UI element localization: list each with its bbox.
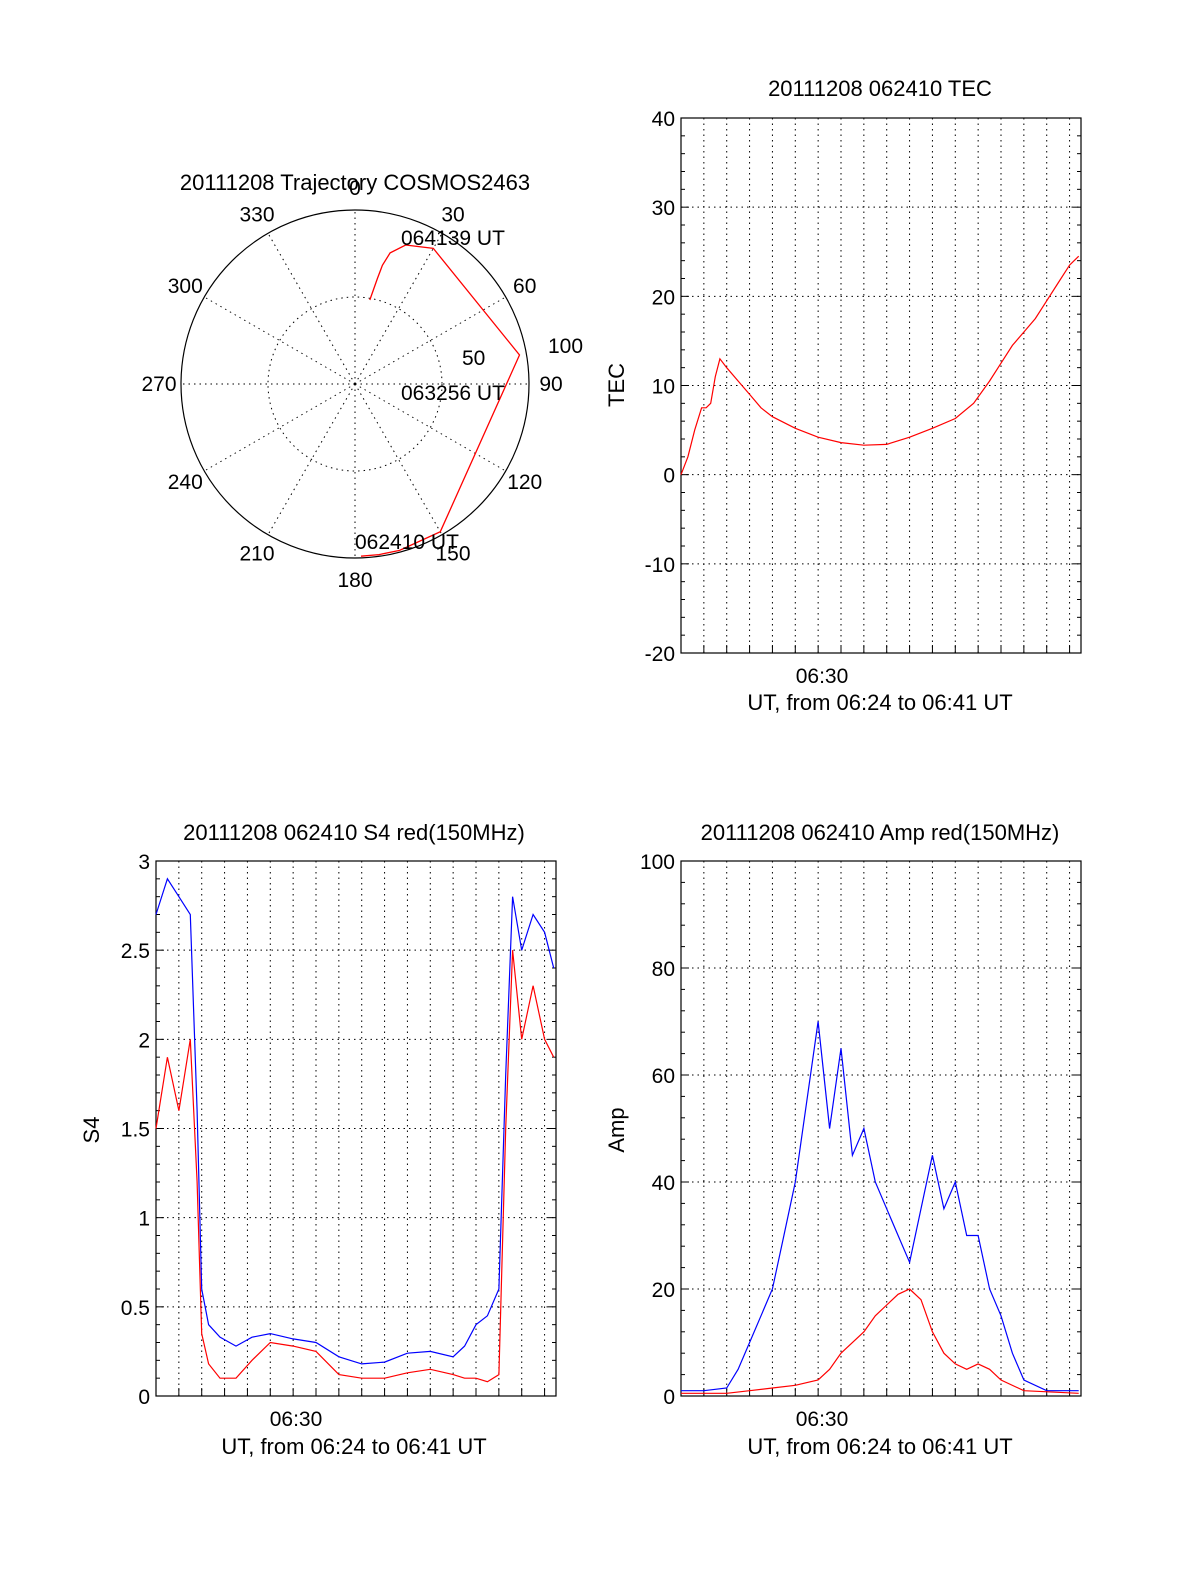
s4-x-tick-label: 06:30 <box>270 1408 323 1431</box>
y-tick-label: 40 <box>652 1172 675 1195</box>
y-tick-label: 0 <box>138 1386 150 1409</box>
polar-spokes <box>181 210 529 558</box>
tec-y-axis-label: TEC <box>604 363 629 407</box>
y-tick-label: 3 <box>138 851 150 874</box>
amp-series-red <box>681 1288 1079 1394</box>
y-tick-label: 1.5 <box>121 1119 150 1142</box>
amp-ticks: 100 80 60 40 20 0 <box>640 851 1081 1409</box>
polar-angle-label: 90 <box>539 373 562 396</box>
y-tick-label: 60 <box>652 1065 675 1088</box>
polar-angle-label: 240 <box>168 471 203 494</box>
tec-plot-frame <box>680 117 1082 654</box>
trajectory-mid-time: 063256 UT <box>401 382 505 405</box>
trajectory-start-time: 062410 UT <box>355 531 459 554</box>
polar-spoke <box>204 383 356 472</box>
y-tick-label: 0 <box>663 465 675 488</box>
y-tick-label: 2.5 <box>121 940 150 963</box>
s4-grid <box>156 861 556 1396</box>
amp-y-axis-label: Amp <box>604 1107 629 1152</box>
s4-ticks: 3 2.5 2 1.5 1 0.5 0 <box>121 851 556 1409</box>
tec-chart: 20111208 062410 TEC 40 30 20 10 0 -10 -20 06:3… <box>604 76 1082 715</box>
tec-title: 20111208 062410 TEC <box>768 76 992 101</box>
s4-chart: 20111208 062410 S4 red(150MHz) 3 2.5 2 1.5 1… <box>79 820 557 1459</box>
y-tick-label: -10 <box>645 554 675 577</box>
polar-angle-label: 180 <box>337 569 372 592</box>
y-tick-label: 1 <box>138 1208 150 1231</box>
polar-angle-labels: 0 30 60 90 120 150 180 210 240 270 300 330 <box>141 177 562 592</box>
s4-title: 20111208 062410 S4 red(150MHz) <box>183 820 525 845</box>
polar-spoke <box>354 296 506 385</box>
y-tick-label: 20 <box>652 1279 675 1302</box>
s4-plot-frame <box>155 860 557 1397</box>
tec-grid <box>681 118 1081 653</box>
amp-x-axis-label: UT, from 06:24 to 06:41 UT <box>747 1434 1012 1459</box>
polar-trajectory-line <box>360 244 521 557</box>
amp-plot-frame <box>680 860 1082 1397</box>
polar-angle-label: 300 <box>168 275 203 298</box>
polar-radius-label-100: 100 <box>548 335 583 358</box>
polar-spoke <box>267 383 356 535</box>
polar-inner-circle <box>267 296 443 472</box>
amp-grid <box>681 861 1081 1396</box>
tec-x-axis-label: UT, from 06:24 to 06:41 UT <box>747 690 1012 715</box>
s4-y-axis-label: S4 <box>79 1117 104 1144</box>
y-tick-label: -20 <box>645 643 675 666</box>
polar-outer-circle <box>180 209 530 559</box>
tec-series-line <box>680 255 1080 475</box>
polar-angle-label: 120 <box>507 471 542 494</box>
amp-series-blue <box>681 1021 1079 1392</box>
polar-angle-label: 30 <box>441 203 464 226</box>
amp-chart: 20111208 062410 Amp red(150MHz) 100 80 60 4… <box>604 820 1082 1459</box>
polar-spoke <box>354 383 506 472</box>
polar-angle-label: 0 <box>349 177 361 200</box>
y-tick-label: 30 <box>652 197 675 220</box>
y-tick-label: 2 <box>138 1029 150 1052</box>
polar-spoke <box>354 233 443 385</box>
polar-title: 20111208 Trajectory COSMOS2463 <box>180 170 530 195</box>
tec-ticks: 40 30 20 10 0 -10 -20 <box>645 108 1081 666</box>
y-tick-label: 20 <box>652 286 675 309</box>
tec-x-tick-label: 06:30 <box>796 665 849 688</box>
polar-spoke <box>267 233 356 385</box>
polar-trajectory-chart: 20111208 Trajectory COSMOS2463 0 30 60 90 12… <box>141 170 583 592</box>
polar-angle-label: 210 <box>239 543 274 566</box>
y-tick-label: 100 <box>640 851 675 874</box>
y-tick-label: 10 <box>652 376 675 399</box>
amp-x-tick-label: 06:30 <box>796 1408 849 1431</box>
y-tick-label: 80 <box>652 958 675 981</box>
trajectory-end-time: 064139 UT <box>401 227 505 250</box>
y-tick-label: 40 <box>652 108 675 131</box>
polar-spoke <box>204 296 356 385</box>
y-tick-label: 0 <box>663 1386 675 1409</box>
polar-spoke <box>354 383 443 535</box>
s4-series-red <box>155 950 555 1383</box>
s4-series-blue <box>155 877 555 1365</box>
polar-radius-label-50: 50 <box>462 347 485 370</box>
polar-angle-label: 330 <box>239 203 274 226</box>
s4-x-axis-label: UT, from 06:24 to 06:41 UT <box>221 1434 486 1459</box>
y-tick-label: 0.5 <box>121 1297 150 1320</box>
polar-angle-label: 60 <box>513 275 536 298</box>
amp-title: 20111208 062410 Amp red(150MHz) <box>701 820 1060 845</box>
polar-angle-label: 150 <box>435 543 470 566</box>
polar-angle-label: 270 <box>141 373 176 396</box>
